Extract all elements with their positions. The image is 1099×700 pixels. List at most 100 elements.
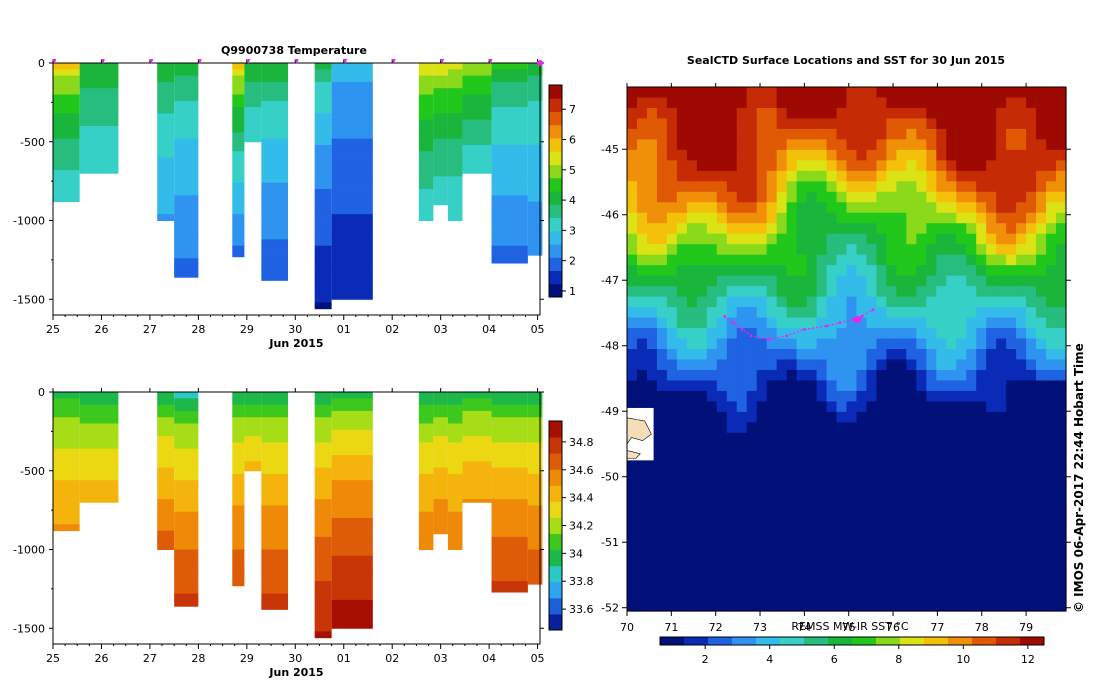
- sst-cell: [716, 139, 728, 151]
- profile-cell: [53, 448, 80, 456]
- sst-cell: [906, 359, 917, 371]
- sst-cell: [686, 527, 698, 539]
- sst-cell: [896, 464, 907, 476]
- profile-cell: [433, 144, 448, 152]
- profile-cell: [433, 423, 448, 431]
- profile-cell: [418, 536, 434, 544]
- sst-cell: [1026, 495, 1037, 507]
- profile-cell: [157, 398, 175, 406]
- sst-cell: [826, 569, 838, 581]
- colorbar-tick-label: 1: [569, 285, 576, 298]
- sst-cell: [1056, 506, 1067, 518]
- profile-cell: [433, 157, 448, 165]
- sst-cell: [1006, 390, 1017, 402]
- sst-cell: [906, 464, 917, 476]
- profile-cell: [174, 214, 199, 221]
- sst-cell: [996, 443, 1007, 455]
- sst-cell: [776, 453, 788, 465]
- sst-cell: [876, 474, 888, 486]
- sst-cell: [906, 191, 917, 203]
- sst-cell: [1006, 422, 1017, 434]
- sst-cell: [796, 474, 808, 486]
- profile-cell: [314, 511, 332, 519]
- profile-cell: [527, 581, 543, 585]
- sst-cell: [756, 139, 768, 151]
- profile-cell: [53, 63, 80, 70]
- sst-cell: [746, 380, 758, 392]
- sst-cell: [906, 558, 917, 570]
- profile-cell: [314, 75, 332, 83]
- profile-cell: [462, 63, 492, 70]
- sst-cell: [976, 191, 987, 203]
- profile-cell: [462, 467, 492, 475]
- profile-cell: [331, 264, 373, 272]
- sst-cell: [916, 149, 927, 161]
- sst-cell: [736, 548, 748, 560]
- sst-cell: [716, 265, 728, 277]
- sst-cell: [716, 128, 728, 140]
- sst-cell: [926, 223, 937, 235]
- sst-cell: [1016, 569, 1027, 581]
- profile-column: [157, 63, 175, 221]
- sst-cell: [876, 422, 888, 434]
- profile-cell: [418, 473, 434, 481]
- profile-cell: [527, 574, 543, 582]
- sst-cell: [966, 223, 977, 235]
- sst-cell: [636, 265, 648, 277]
- sst-cell: [666, 349, 678, 361]
- sst-cell: [966, 107, 977, 120]
- sst-cell: [856, 516, 868, 528]
- colorbar-swatch: [549, 257, 562, 271]
- sst-cell: [816, 359, 828, 371]
- sst-cell: [776, 443, 788, 455]
- sst-cell: [956, 286, 967, 298]
- sst-cell: [896, 286, 907, 298]
- sst-cell: [636, 527, 648, 539]
- sst-cell: [756, 233, 768, 245]
- profile-cell: [433, 398, 448, 406]
- sst-cell: [986, 411, 997, 423]
- profile-cell: [462, 455, 492, 462]
- sst-cell: [636, 128, 648, 140]
- profile-column: [53, 392, 80, 532]
- profile-cell: [491, 189, 528, 196]
- sst-cell: [1056, 579, 1067, 591]
- sst-cell: [996, 244, 1007, 256]
- profile-cell: [174, 81, 199, 89]
- sst-cell: [676, 97, 688, 109]
- sst-cell: [816, 128, 828, 140]
- profile-cell: [232, 524, 245, 532]
- sst-cell: [746, 432, 758, 444]
- profile-cell: [331, 530, 373, 538]
- profile-cell: [462, 392, 492, 399]
- profile-column: [433, 63, 448, 206]
- sst-cell: [816, 506, 828, 518]
- profile-cell: [331, 81, 373, 89]
- profile-cell: [462, 81, 492, 89]
- sst-cell: [1026, 338, 1037, 350]
- sst-cell: [856, 349, 868, 361]
- sst-cell: [826, 558, 838, 570]
- profile-cell: [314, 429, 332, 437]
- sst-cell: [836, 359, 848, 371]
- sst-cell: [656, 600, 668, 612]
- sst-cell: [796, 558, 808, 570]
- sst-cell: [806, 275, 818, 287]
- sst-cell: [956, 506, 967, 518]
- sst-cell: [796, 87, 808, 99]
- sst-cell: [766, 369, 778, 382]
- profile-cell: [261, 107, 289, 114]
- sst-cell: [856, 380, 868, 392]
- sst-cell: [796, 275, 808, 287]
- sst-cell: [806, 170, 818, 182]
- sst-cell: [726, 328, 738, 340]
- sst-cell: [796, 600, 808, 612]
- sst-cell: [886, 411, 897, 423]
- profile-cell: [261, 151, 289, 158]
- profile-cell: [447, 189, 463, 196]
- sst-cell: [996, 390, 1007, 402]
- sst-cell: [656, 317, 668, 329]
- profile-cell: [331, 182, 373, 190]
- profile-cell: [331, 239, 373, 247]
- sst-cell: [836, 464, 848, 476]
